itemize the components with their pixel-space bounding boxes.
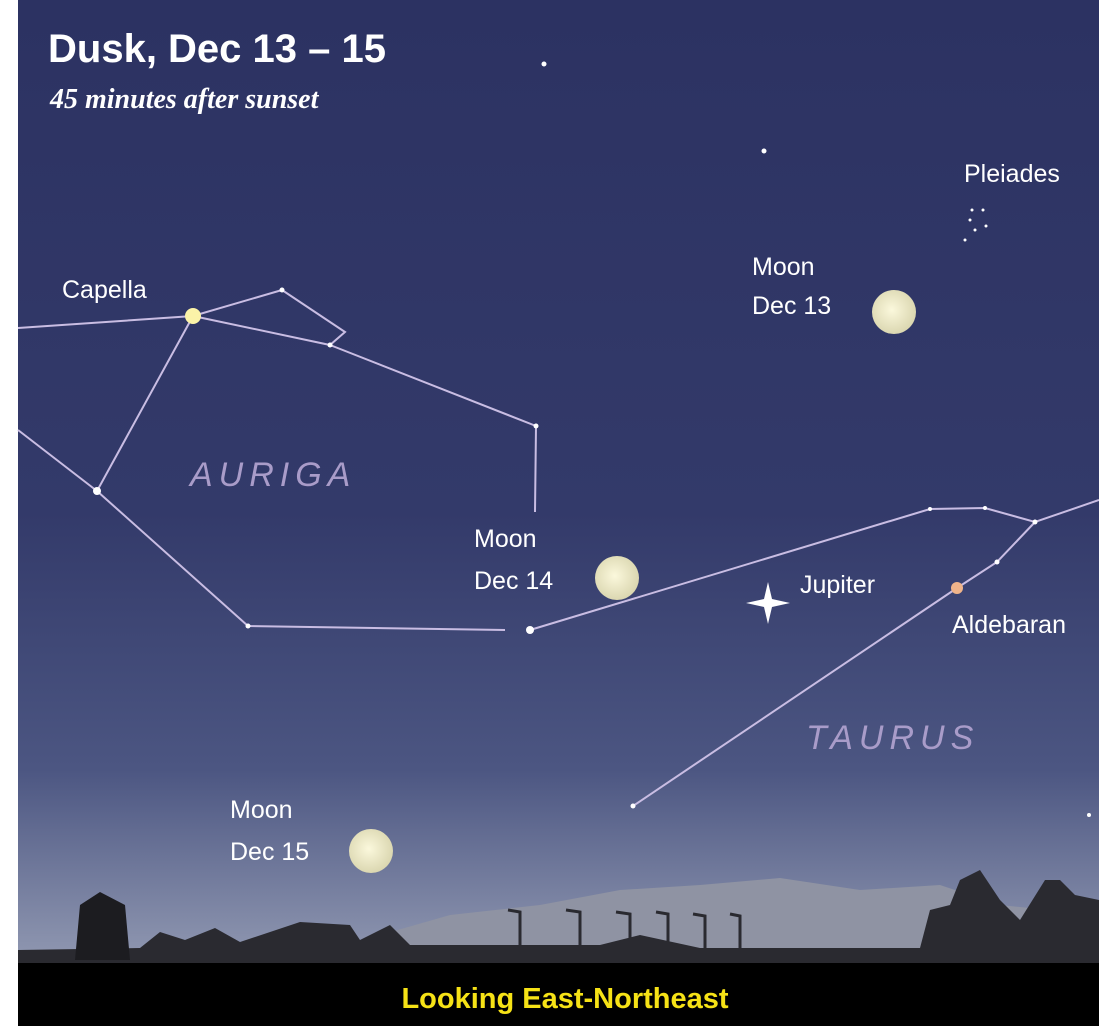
subtitle: 45 minutes after sunset	[49, 84, 320, 115]
footer-direction: Looking East-Northeast	[401, 983, 728, 1015]
star-label: Pleiades	[964, 160, 1060, 188]
moon-label: Moon	[230, 796, 293, 824]
moon-date: Dec 15	[230, 838, 309, 866]
title: Dusk, Dec 13 – 15	[48, 27, 386, 71]
star-label: Capella	[62, 276, 147, 304]
sky	[18, 0, 1099, 1026]
moon-date: Dec 13	[752, 292, 831, 320]
constellation-label: TAURUS	[806, 719, 979, 757]
constellation-label: AURIGA	[188, 456, 356, 494]
sky-chart: Dusk, Dec 13 – 15 45 minutes after sunse…	[0, 0, 1099, 1026]
star-label: Jupiter	[800, 571, 875, 599]
moon-label: Moon	[474, 525, 537, 553]
moon-label: Moon	[752, 253, 815, 281]
star-label: Aldebaran	[952, 611, 1066, 639]
moon-date: Dec 14	[474, 567, 553, 595]
